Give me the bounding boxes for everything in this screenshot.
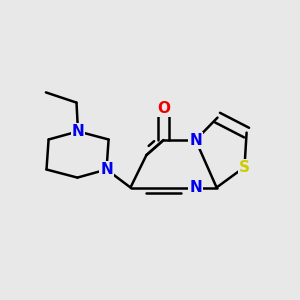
Text: O: O xyxy=(157,101,170,116)
Text: N: N xyxy=(189,133,202,148)
Text: N: N xyxy=(72,124,84,139)
Text: N: N xyxy=(189,180,202,195)
Text: S: S xyxy=(239,160,250,175)
Text: N: N xyxy=(100,162,113,177)
